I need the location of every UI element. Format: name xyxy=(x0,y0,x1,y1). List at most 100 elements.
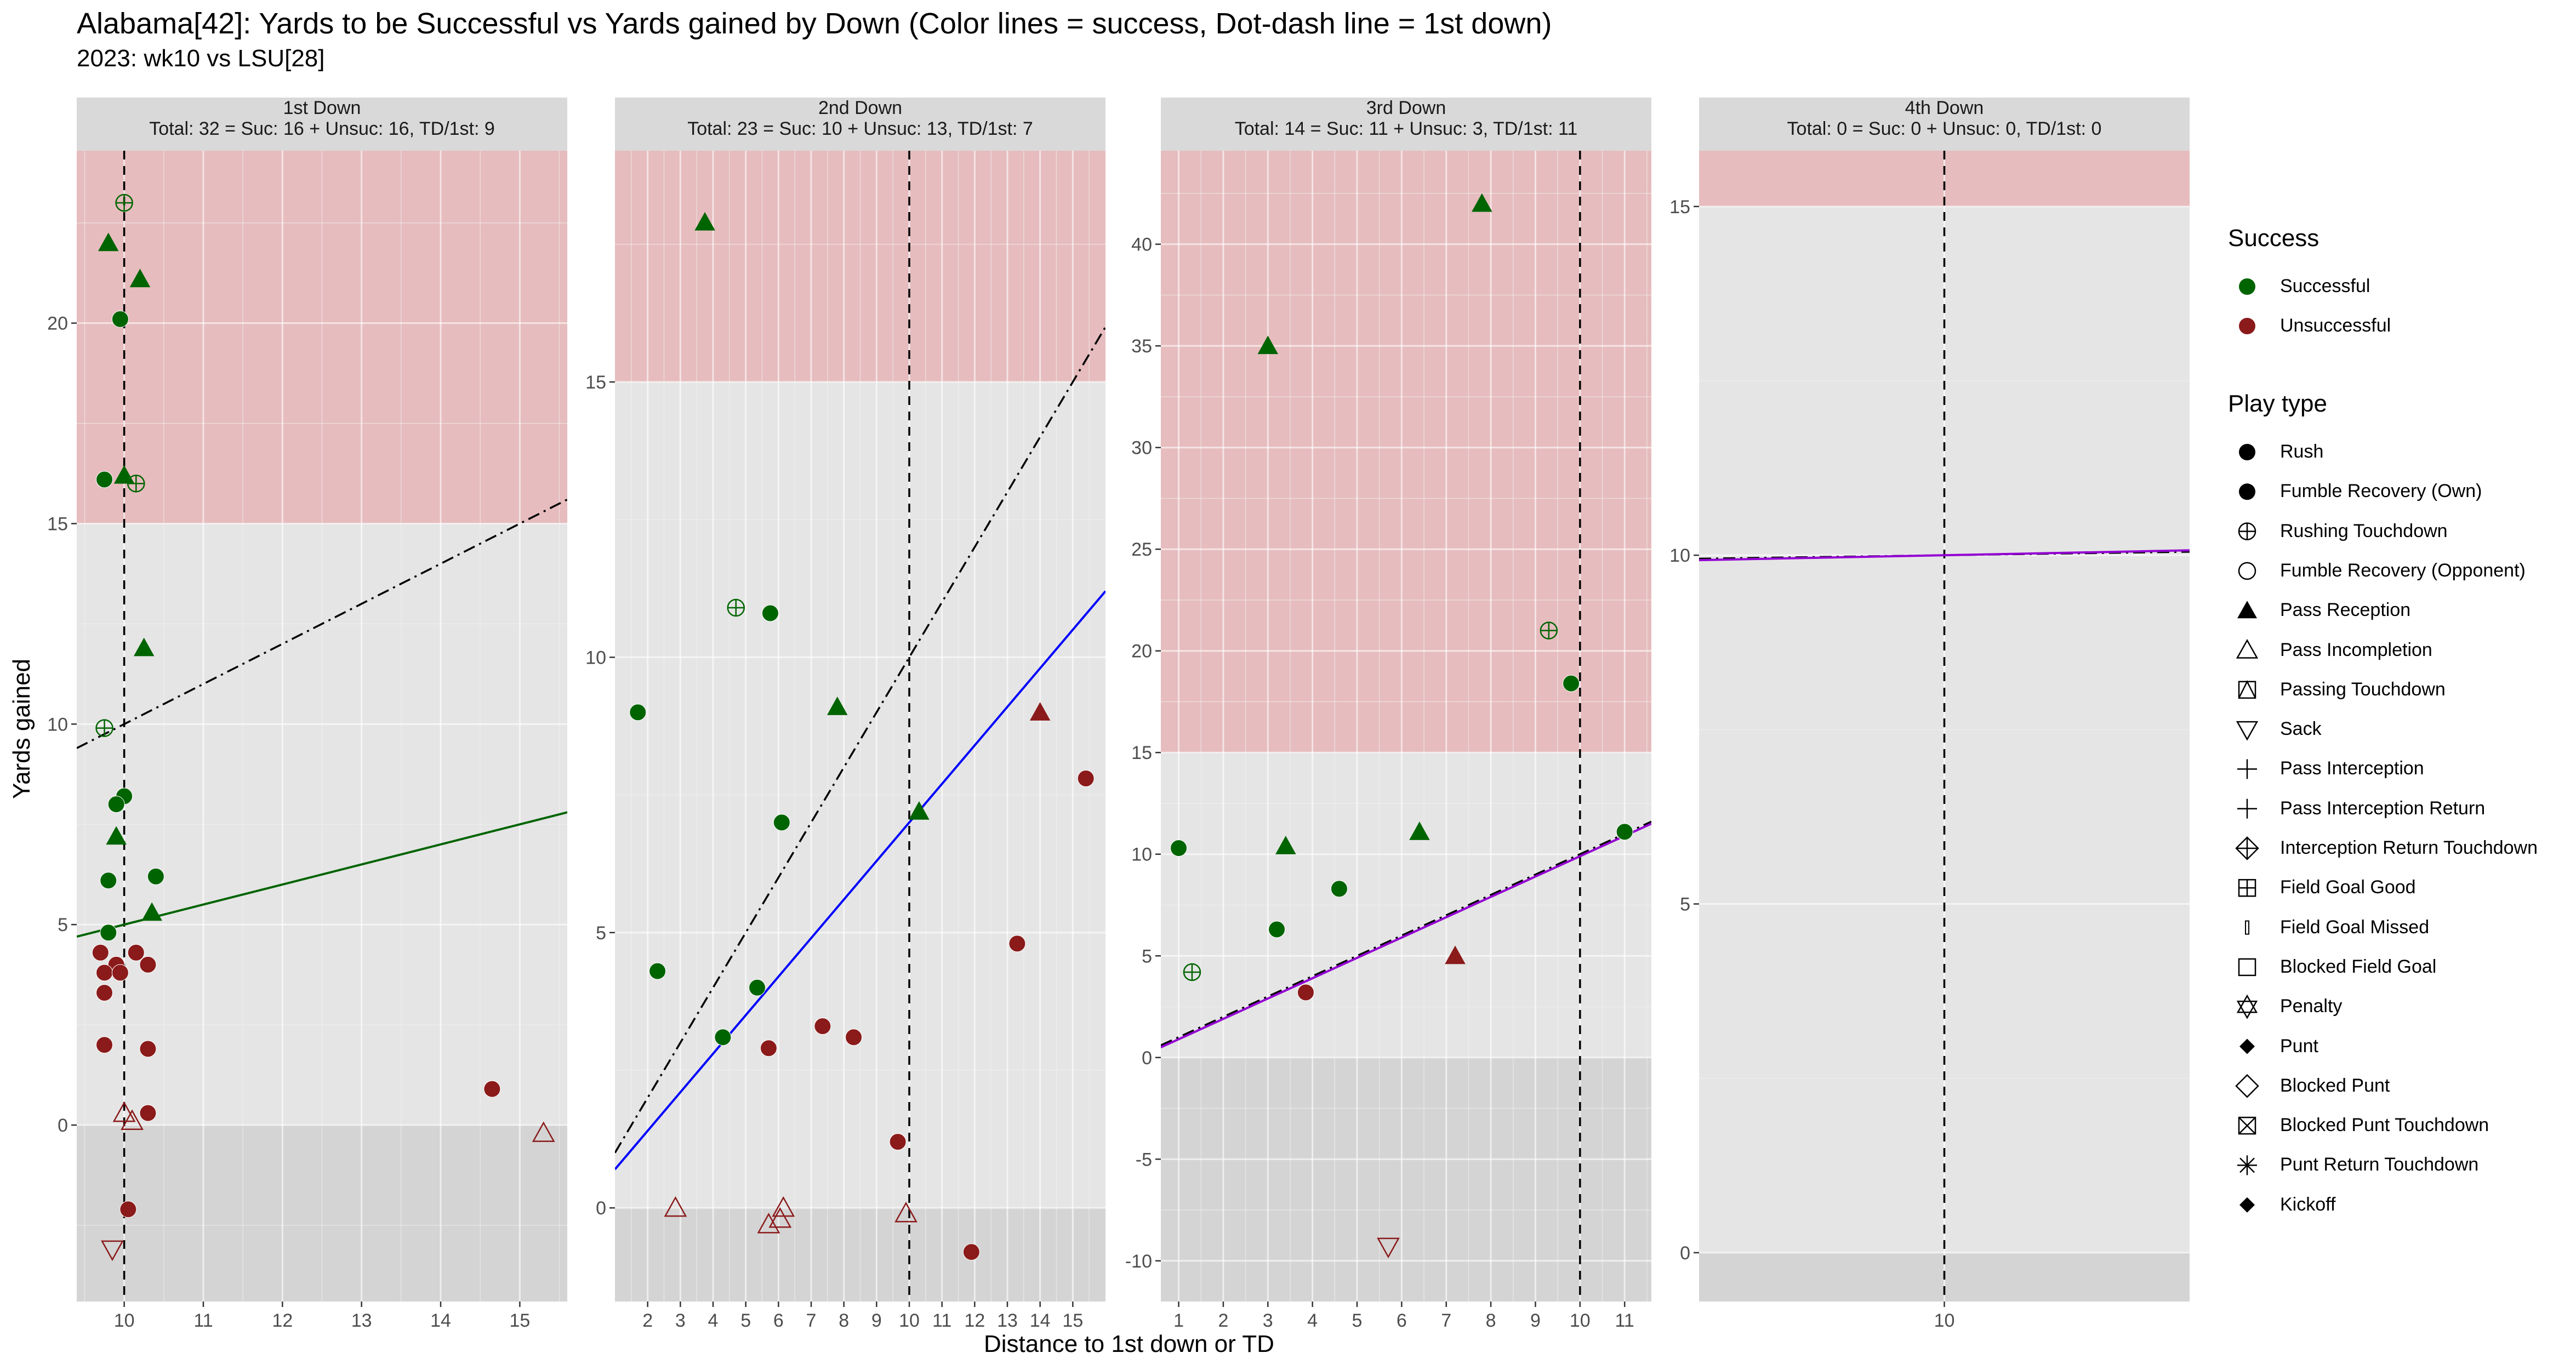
panel-strip-bg xyxy=(1699,98,2190,151)
y-tick-label: 5 xyxy=(1680,894,1690,915)
point-pass-reception xyxy=(1275,836,1296,854)
y-tick-label: 5 xyxy=(1142,946,1152,967)
point-rush xyxy=(111,964,129,981)
y-tick-label: 15 xyxy=(1131,743,1152,763)
point-rush xyxy=(1563,675,1580,692)
x-tick-label: 15 xyxy=(1062,1310,1083,1331)
data-points xyxy=(629,212,1095,1261)
point-rush xyxy=(111,310,129,328)
legend-key-rushing-touchdown xyxy=(2238,522,2256,540)
axes: 0 5 10 15 10 xyxy=(1669,197,1954,1331)
chart-subtitle: 2023: wk10 vs LSU[28] xyxy=(77,45,325,72)
legend-key-pass-interception xyxy=(2237,759,2257,779)
point-rush xyxy=(814,1018,831,1035)
point-pass-reception xyxy=(1409,821,1430,840)
panel-title: 1st Down xyxy=(283,98,361,118)
legend-key-blocked-punt-touchdown xyxy=(2238,1116,2256,1135)
success-line xyxy=(1161,823,1651,1049)
legend-label-interception-return-touchdown: Interception Return Touchdown xyxy=(2280,837,2538,858)
point-rush xyxy=(96,1036,113,1054)
chart-title: Alabama[42]: Yards to be Successful vs Y… xyxy=(77,7,1552,40)
panel-title: 3rd Down xyxy=(1366,98,1446,118)
point-pass-reception xyxy=(694,212,715,231)
data-points xyxy=(92,193,555,1261)
legend-key-blocked-punt xyxy=(2235,1074,2259,1098)
x-tick-label: 3 xyxy=(675,1310,686,1331)
point-rush xyxy=(139,1104,157,1122)
legend-key-punt-return-touchdown xyxy=(2237,1155,2257,1175)
legend-label-fumble-recovery-opponent: Fumble Recovery (Opponent) xyxy=(2280,560,2526,581)
grid xyxy=(615,151,1105,1302)
legend-label-punt: Punt xyxy=(2280,1035,2318,1057)
y-tick-label: 15 xyxy=(585,372,606,393)
point-rush xyxy=(1170,840,1188,857)
panel-1st-down: 0 5 10 15 20 10 11 12 13 14 15 xyxy=(47,98,567,1331)
legend-label-sack: Sack xyxy=(2280,718,2322,740)
first-down-dotdash-line xyxy=(1161,820,1651,1047)
x-tick-label: 9 xyxy=(871,1310,882,1331)
x-tick-label: 2 xyxy=(642,1310,653,1331)
panel-strip-bg xyxy=(1161,98,1651,151)
x-tick-label: 5 xyxy=(740,1310,751,1331)
point-rush xyxy=(96,964,113,981)
point-rush xyxy=(92,944,109,961)
panel-4th-down-strip: 4th Down Total: 0 = Suc: 0 + Unsuc: 0, T… xyxy=(1699,98,2190,139)
legend-playtype-title: Play type xyxy=(2228,390,2327,417)
x-tick-label: 14 xyxy=(430,1310,451,1331)
x-tick-label: 7 xyxy=(806,1310,817,1331)
point-rush xyxy=(773,814,790,831)
point-pass-incompletion xyxy=(121,1109,144,1130)
x-tick-label: 1 xyxy=(1173,1310,1184,1331)
legend-label-blocked-punt: Blocked Punt xyxy=(2280,1075,2390,1096)
legend-label-field-goal-good: Field Goal Good xyxy=(2280,877,2416,898)
legend-label-pass-interception: Pass Interception xyxy=(2280,758,2424,779)
y-tick-label: 15 xyxy=(47,513,68,534)
x-tick-label: 13 xyxy=(997,1310,1018,1331)
x-tick-label: 10 xyxy=(114,1310,135,1331)
y-tick-label: 10 xyxy=(1131,844,1152,865)
legend-key-pass-reception xyxy=(2237,601,2257,619)
point-rushing-touchdown xyxy=(95,719,113,737)
point-pass-reception xyxy=(141,902,162,921)
x-tick-label: 5 xyxy=(1352,1310,1363,1331)
y-tick-label: -5 xyxy=(1136,1149,1152,1170)
legend-key-pass-interception-return xyxy=(2237,798,2257,819)
legend-key-pass-incompletion xyxy=(2236,638,2259,659)
panel-stats: Total: 14 = Suc: 11 + Unsuc: 3, TD/1st: … xyxy=(1234,118,1578,139)
point-pass-reception xyxy=(1445,945,1466,964)
y-tick-label: 35 xyxy=(1131,336,1152,357)
point-pass-reception xyxy=(1472,193,1492,212)
axes: -10 -5 0 5 10 15 20 25 30 35 40 1 2 3 4 5 6 7 8 9 10 11 xyxy=(1125,235,1634,1331)
panel-title: 4th Down xyxy=(1905,98,1984,118)
y-axis-label: Yards gained xyxy=(8,658,35,800)
legend-label-rushing-touchdown: Rushing Touchdown xyxy=(2280,520,2448,541)
y-tick-label: 0 xyxy=(58,1115,68,1136)
x-tick-label: 7 xyxy=(1441,1310,1451,1331)
point-pass-reception xyxy=(1257,335,1279,355)
point-rush xyxy=(1008,935,1026,952)
point-pass-incompletion xyxy=(112,1101,136,1122)
y-tick-label: 15 xyxy=(1669,197,1690,218)
x-tick-label: 10 xyxy=(1934,1310,1955,1331)
legend-key-fumble-recovery-opponent xyxy=(2238,562,2256,580)
panel-strip-bg xyxy=(77,98,567,151)
data-points xyxy=(1170,193,1633,1259)
axes: 0 5 10 15 20 10 11 12 13 14 15 xyxy=(47,313,530,1331)
point-rush xyxy=(119,1201,137,1218)
y-tick-label: 0 xyxy=(1142,1048,1152,1069)
x-tick-label: 11 xyxy=(1615,1310,1634,1331)
y-tick-label: 20 xyxy=(47,313,68,334)
x-tick-label: 13 xyxy=(351,1310,372,1331)
point-rush xyxy=(760,1040,777,1057)
legend-key-successful xyxy=(2239,278,2255,295)
y-tick-label: 10 xyxy=(585,647,606,668)
y-tick-label: 10 xyxy=(47,714,68,735)
point-pass-reception xyxy=(1029,702,1051,721)
x-tick-label: 8 xyxy=(839,1310,849,1331)
point-rush xyxy=(1077,769,1095,787)
point-rush xyxy=(962,1243,980,1261)
x-axis-label: Distance to 1st down or TD xyxy=(984,1331,1274,1357)
legend-label-successful: Successful xyxy=(2280,276,2370,296)
y-tick-label: 25 xyxy=(1131,539,1152,560)
point-rush xyxy=(889,1133,907,1151)
